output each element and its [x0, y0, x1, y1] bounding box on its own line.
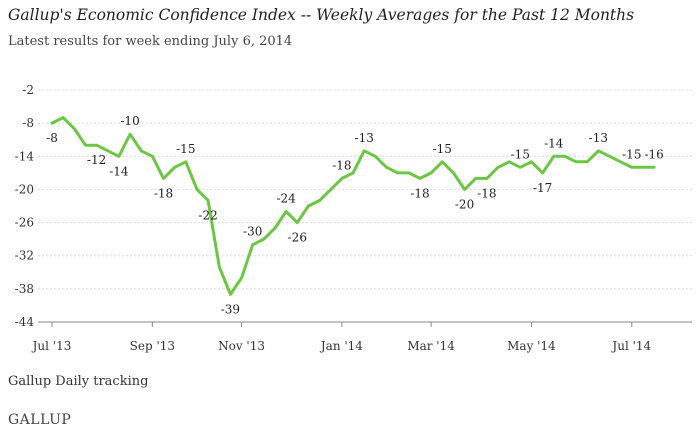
y-tick-label: -38	[15, 282, 34, 296]
x-tick-label: Jan '14	[319, 339, 363, 353]
y-tick-label: -32	[15, 249, 34, 263]
data-label: -20	[455, 197, 474, 211]
y-tick-label: -14	[15, 149, 35, 163]
series-layer	[50, 116, 656, 296]
y-tick-label: -2	[22, 83, 34, 97]
data-label: -8	[46, 131, 58, 145]
source-note: Gallup Daily tracking	[8, 374, 149, 389]
data-label: -18	[410, 186, 429, 200]
data-label: -14	[544, 136, 564, 150]
data-labels: -8-12-14-10-18-15-22-39-30-24-26-18-13-1…	[46, 114, 664, 316]
x-tick-label: Sep '13	[130, 339, 175, 353]
y-axis: -2 -8 -14 -20 -26 -32 -38 -44	[15, 83, 35, 329]
y-tick-label: -26	[15, 216, 34, 230]
chart-title: Gallup's Economic Confidence Index -- We…	[8, 6, 635, 24]
data-label: -13	[355, 131, 374, 145]
gallup-logo: GALLUP	[8, 412, 72, 428]
data-label: -10	[120, 114, 139, 128]
x-tick-label: Jul '14	[610, 339, 651, 353]
data-label: -15	[433, 142, 452, 156]
data-label: -14	[109, 164, 129, 178]
chart-subtitle: Latest results for week ending July 6, 2…	[8, 34, 293, 49]
x-tick-label: Nov '13	[218, 339, 265, 353]
data-label: -12	[87, 153, 106, 167]
data-label: -39	[221, 302, 240, 316]
y-tick-label: -20	[15, 182, 34, 196]
data-label: -30	[243, 225, 262, 239]
data-label: -18	[332, 158, 351, 172]
data-label: -24	[276, 192, 296, 206]
x-axis: Jul '13 Sep '13 Nov '13 Jan '14 Mar '14 May '…	[31, 321, 692, 353]
data-label: -15	[511, 147, 530, 161]
data-label: -15	[176, 142, 195, 156]
grid-lines	[38, 89, 692, 290]
x-tick-label: Mar '14	[407, 339, 455, 353]
x-tick-label: Jul '13	[31, 339, 72, 353]
x-tick-label: May '14	[507, 339, 556, 353]
data-label: -17	[533, 181, 552, 195]
series-line	[50, 116, 656, 296]
data-label: -15	[622, 147, 641, 161]
data-label: -18	[477, 186, 496, 200]
y-tick-label: -8	[22, 116, 34, 130]
data-label: -22	[198, 208, 217, 222]
data-label: -13	[589, 131, 608, 145]
y-tick-label: -44	[15, 315, 35, 329]
data-label: -18	[154, 186, 173, 200]
data-label: -26	[288, 231, 307, 245]
data-label: -16	[644, 147, 663, 161]
